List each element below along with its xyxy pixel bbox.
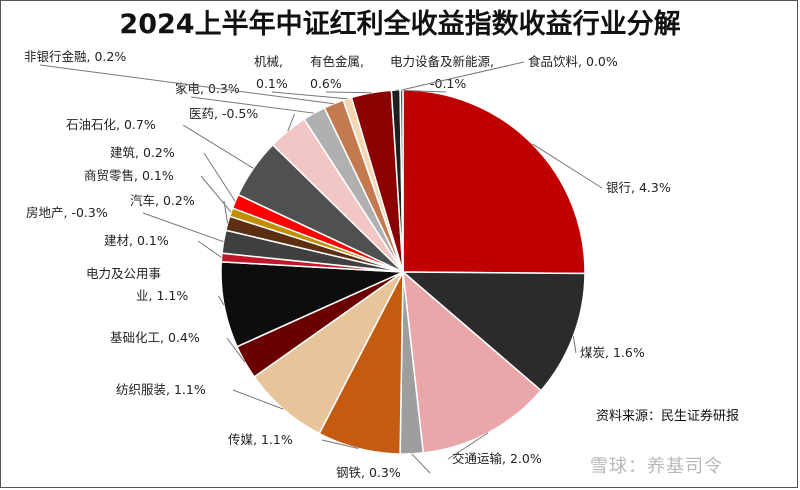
chart-title: 2024上半年中证红利全收益指数收益行业分解 (119, 9, 681, 40)
leader-line-电力设备及新能源 (395, 89, 447, 93)
slice-label-煤炭: 煤炭, 1.6% (580, 345, 645, 360)
leader-line-建材 (197, 240, 222, 258)
slice-label-家电: 家电, 0.3% (175, 81, 240, 96)
leader-line-传媒 (321, 439, 359, 449)
leader-line-石油石化 (182, 124, 254, 169)
slice-label-非银行金融: 非银行金融, 0.2% (24, 49, 126, 64)
slice-label-食品饮料: 食品饮料, 0.0% (528, 54, 618, 69)
leader-line-房地产 (142, 212, 224, 243)
slice-label-电力及公用事业: 电力及公用事业, 1.1% (86, 266, 188, 303)
slice-label-建材: 建材, 0.1% (104, 233, 169, 248)
leader-line-电力及公用事业 (218, 295, 225, 306)
slice-label-传媒: 传媒, 1.1% (228, 432, 293, 447)
slice-label-医药: 医药, -0.5% (189, 106, 258, 121)
slice-label-汽车: 汽车, 0.2% (130, 193, 195, 208)
slice-label-钢铁: 钢铁, 0.3% (336, 465, 401, 480)
slice-label-房地产: 房地产, -0.3% (26, 205, 108, 220)
leader-line-银行 (531, 143, 603, 189)
leader-line-交通运输 (447, 432, 489, 460)
leader-line-商贸零售 (200, 175, 232, 213)
leader-line-医药 (287, 113, 295, 132)
leader-line-基础化工 (226, 337, 246, 363)
leader-line-纺织服装 (232, 389, 284, 410)
pie-slice-交通运输 (402, 270, 543, 454)
pie-slice-银行 (402, 89, 586, 275)
slice-label-基础化工: 基础化工, 0.4% (110, 330, 200, 345)
leader-line-煤炭 (572, 335, 577, 354)
source-note: 资料来源：民生证券研报 (596, 409, 740, 424)
pie-slice-煤炭 (400, 271, 586, 392)
leader-line-食品饮料 (401, 61, 525, 91)
slice-label-商贸零售: 商贸零售, 0.1% (84, 168, 174, 183)
slice-label-交通运输: 交通运输, 2.0% (452, 451, 542, 466)
slice-label-石油石化: 石油石化, 0.7% (66, 117, 156, 132)
slice-label-机械: 机械, 0.1% (254, 54, 288, 91)
slice-label-有色金属: 有色金属, 0.6% (310, 54, 364, 91)
slice-label-电力设备及新能源: 电力设备及新能源, -0.1% (390, 54, 494, 91)
watermark: 雪球：养基司令 (590, 456, 723, 477)
leader-line-家电 (190, 96, 315, 114)
slice-label-纺织服装: 纺织服装, 1.1% (116, 382, 206, 397)
slice-label-银行: 银行, 4.3% (606, 180, 671, 195)
leader-line-钢铁 (411, 453, 431, 474)
slice-label-建筑: 建筑, 0.2% (110, 145, 175, 160)
leader-line-建筑 (203, 152, 236, 202)
leader-line-非银行金融 (39, 64, 334, 105)
leader-line-机械 (271, 91, 348, 100)
leader-line-有色金属 (325, 91, 372, 94)
